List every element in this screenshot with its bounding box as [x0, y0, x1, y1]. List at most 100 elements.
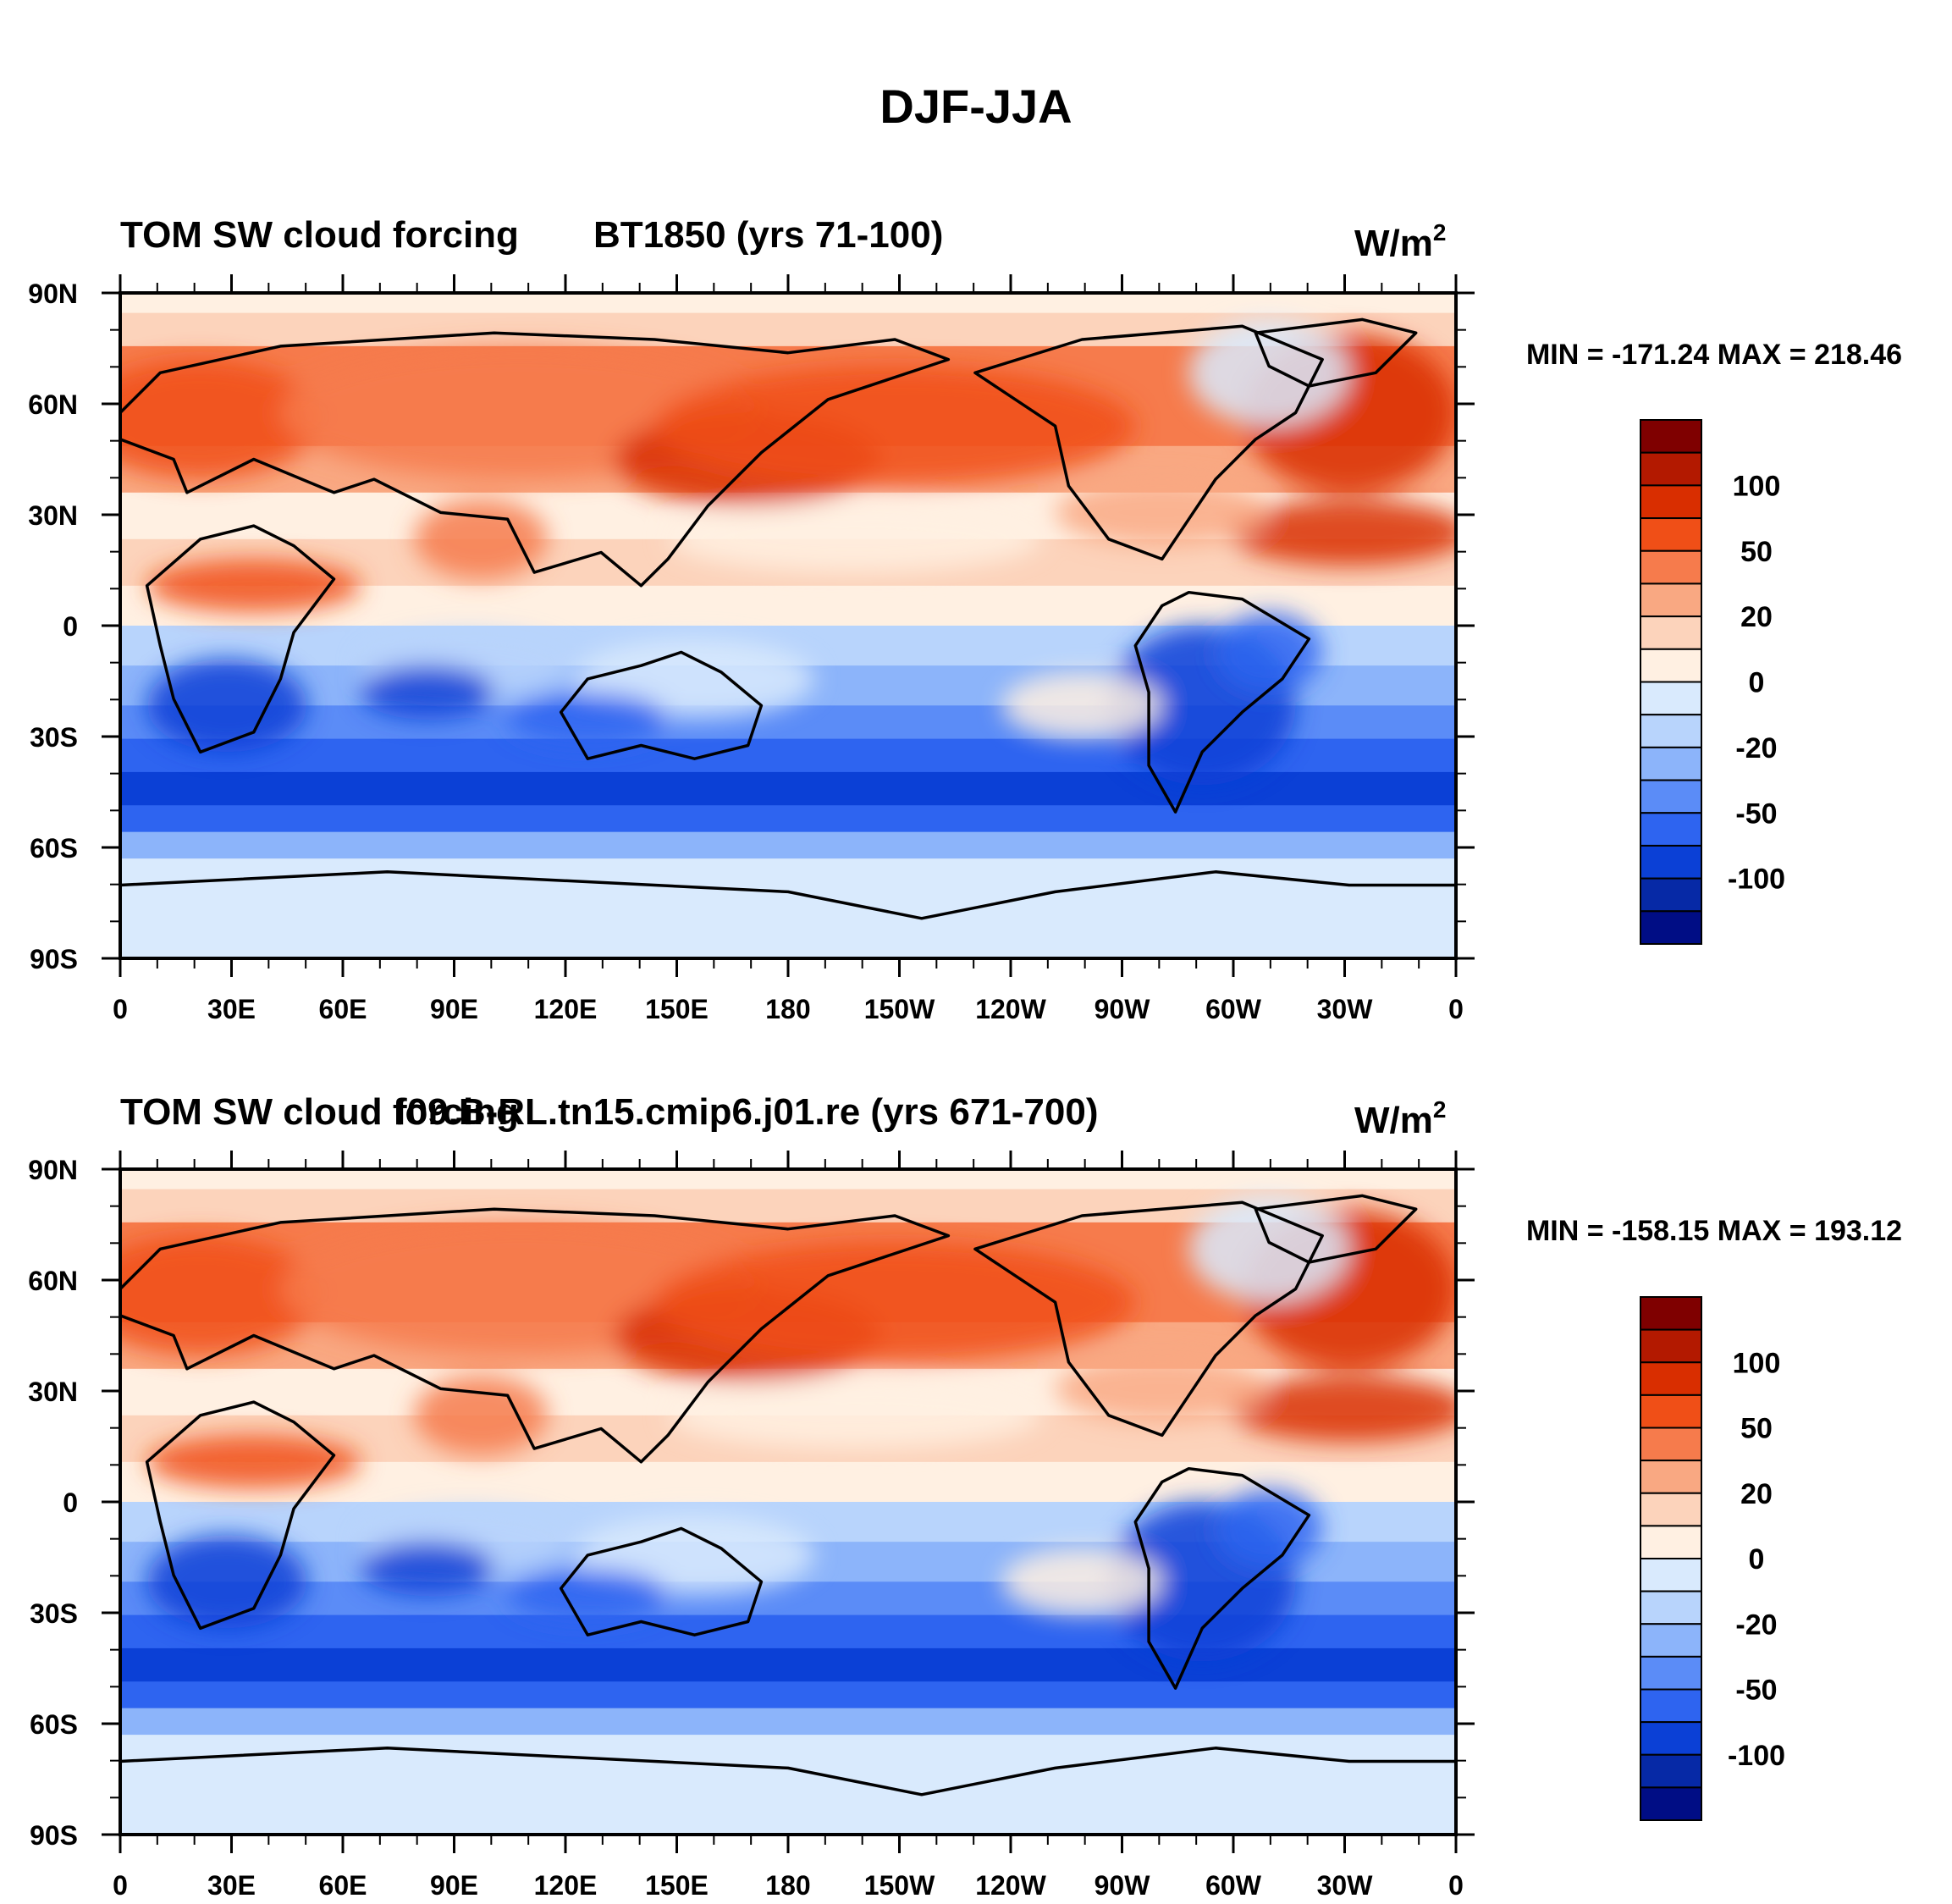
- colorbar-label: 50: [1740, 1413, 1773, 1445]
- lon-tick-label: 30W: [1317, 1870, 1374, 1901]
- colorbar-label: 20: [1740, 1478, 1773, 1510]
- lon-tick-label: 120W: [975, 994, 1046, 1024]
- colorbar-swatch: [1640, 1525, 1702, 1559]
- lon-tick-label: 150W: [864, 994, 935, 1024]
- colorbar-swatch: [1640, 615, 1702, 650]
- lon-tick-label: 120E: [534, 994, 598, 1024]
- lat-tick-label: 90S: [30, 944, 78, 974]
- field-feature: [1228, 1375, 1456, 1443]
- field-feature: [1001, 1548, 1162, 1615]
- panel-1-title-center: BT1850 (yrs 71-100): [593, 214, 943, 256]
- colorbar-swatch: [1640, 1786, 1702, 1821]
- panel-2-stats: MIN = -158.15 MAX = 193.12: [1526, 1215, 1902, 1247]
- lat-tick-label: 30S: [30, 1598, 78, 1629]
- field-band: [120, 1681, 1456, 1709]
- lon-tick-label: 60E: [319, 994, 367, 1024]
- field-feature: [146, 1535, 307, 1629]
- lat-tick-label: 60N: [28, 1266, 78, 1296]
- colorbar-swatch: [1640, 1460, 1702, 1494]
- field-band: [120, 831, 1456, 860]
- lon-tick-label: 120E: [534, 1870, 598, 1901]
- field-band: [120, 1169, 1456, 1190]
- colorbar-swatch: [1640, 1753, 1702, 1789]
- lon-tick-label: 150E: [645, 1870, 709, 1901]
- field-feature: [507, 1568, 668, 1622]
- field-feature: [414, 1375, 548, 1455]
- lon-tick-label: 90W: [1095, 1870, 1151, 1901]
- lat-tick-label: 60S: [30, 1709, 78, 1740]
- colorbar-swatch: [1640, 1296, 1702, 1331]
- coastline: [1133, 1466, 1311, 1690]
- coastline: [559, 1526, 764, 1636]
- colorbar-label: -100: [1728, 1740, 1785, 1772]
- colorbar-label: 20: [1740, 601, 1773, 633]
- panel-1-map: [120, 293, 1456, 958]
- lon-tick-label: 150W: [864, 1870, 935, 1901]
- lat-tick-label: 60S: [30, 833, 78, 864]
- panel-1-title-left: TOM SW cloud forcing: [120, 214, 519, 256]
- colorbar-swatch: [1640, 582, 1702, 618]
- panel-2-map: [120, 1169, 1456, 1835]
- panel-2: TOM SW cloud forcing f09.B-RL.tn15.cmip6…: [28, 1091, 1902, 1901]
- lon-tick-label: 90E: [430, 1870, 478, 1901]
- field-feature: [146, 659, 307, 753]
- field-feature: [146, 559, 361, 613]
- field-band: [120, 1735, 1456, 1835]
- coastline: [120, 1207, 951, 1464]
- field-features: [120, 319, 1456, 786]
- colorbar-swatch: [1640, 517, 1702, 552]
- lat-tick-label: 0: [63, 1487, 78, 1518]
- colorbar-label: 0: [1749, 1543, 1765, 1576]
- panel-1: TOM SW cloud forcing BT1850 (yrs 71-100)…: [28, 214, 1902, 1024]
- field-feature: [120, 359, 321, 480]
- field-feature: [1188, 319, 1349, 427]
- panel-1-lon-axis: 0 30E 60E 90E 120E 150E 180 150W 120W 90W 60W 30W 0: [113, 274, 1464, 1024]
- coastline: [120, 870, 1456, 920]
- figure-title: DJF-JJA: [880, 80, 1072, 133]
- colorbar-swatch: [1640, 779, 1702, 814]
- colorbar-swatch: [1640, 451, 1702, 487]
- lat-tick-label: 90N: [28, 279, 78, 309]
- lon-tick-label: 180: [765, 994, 810, 1024]
- lon-tick-label: 0: [113, 994, 128, 1024]
- colorbar-swatch: [1640, 648, 1702, 683]
- field-feature: [667, 505, 1042, 573]
- coastline: [559, 650, 764, 760]
- colorbar-swatch: [1640, 1361, 1702, 1396]
- panel-2-title-center: f09.B-RL.tn15.cmip6.j01.re (yrs 671-700): [394, 1091, 1099, 1133]
- coastline: [973, 1200, 1324, 1438]
- colorbar-label: -20: [1735, 732, 1777, 764]
- colorbar-label: 0: [1749, 667, 1765, 699]
- colorbar-swatch: [1640, 910, 1702, 945]
- colorbar-swatch: [1640, 1427, 1702, 1462]
- lat-tick-label: 30S: [30, 722, 78, 753]
- field-band: [120, 293, 1456, 314]
- colorbar-swatch: [1640, 549, 1702, 585]
- colorbar-swatch: [1640, 484, 1702, 520]
- lat-tick-label: 60N: [28, 389, 78, 420]
- panel-2-title-left: TOM SW cloud forcing: [120, 1091, 519, 1133]
- coastline: [1133, 590, 1311, 814]
- panel-1-stats: MIN = -171.24 MAX = 218.46: [1526, 339, 1902, 371]
- colorbar-swatch: [1640, 714, 1702, 748]
- colorbar-label: -20: [1735, 1609, 1777, 1641]
- lat-tick-label: 30N: [28, 500, 78, 531]
- coastline: [120, 1747, 1456, 1796]
- colorbar-label: 100: [1733, 470, 1781, 502]
- colorbar-swatch: [1640, 1492, 1702, 1527]
- lon-tick-label: 60E: [319, 1870, 367, 1901]
- field-feature: [654, 366, 1136, 486]
- panel-1-field: [120, 293, 1456, 958]
- lon-tick-label: 0: [113, 1870, 128, 1901]
- colorbar-swatch: [1640, 1558, 1702, 1592]
- panel-2-lat-axis: 90N 60N 30N 0 30S 60S 90S: [28, 1155, 1475, 1851]
- field-feature: [361, 1542, 494, 1596]
- lat-tick-label: 90S: [30, 1820, 78, 1851]
- panel-1-coastlines: [120, 317, 1456, 920]
- colorbar-swatch: [1640, 1394, 1702, 1429]
- lon-tick-label: 120W: [975, 1870, 1046, 1901]
- field-feature: [1055, 1355, 1270, 1422]
- lon-tick-label: 0: [1448, 1870, 1464, 1901]
- colorbar-label: 50: [1740, 536, 1773, 568]
- colorbar-label: -100: [1728, 864, 1785, 896]
